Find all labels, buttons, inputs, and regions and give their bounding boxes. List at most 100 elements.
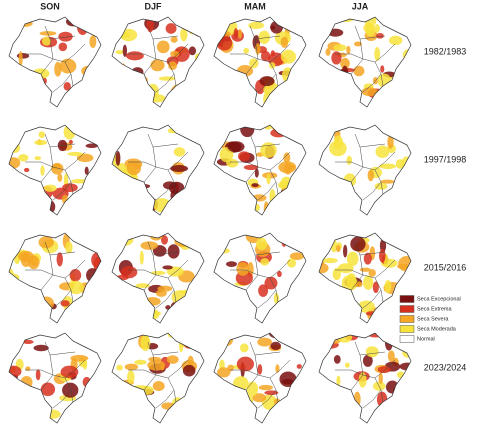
- drought-patch: [81, 23, 97, 29]
- drought-patch: [221, 295, 238, 301]
- drought-patch: [214, 131, 225, 142]
- drought-patch: [32, 68, 50, 79]
- drought-patch: [27, 87, 36, 97]
- drought-patch: [187, 355, 194, 367]
- brazil-map: [8, 124, 102, 216]
- drought-patch: [167, 244, 180, 259]
- drought-patch: [214, 73, 224, 86]
- legend-swatch: [399, 305, 415, 313]
- drought-patch: [41, 311, 51, 318]
- drought-patch: [63, 82, 71, 91]
- drought-patch: [34, 300, 44, 306]
- drought-patch: [57, 173, 63, 182]
- drought-patch: [280, 36, 289, 48]
- drought-patch: [379, 248, 386, 263]
- drought-patch: [18, 154, 29, 162]
- drought-patch: [282, 333, 288, 341]
- drought-patch: [365, 24, 376, 37]
- drought-patch: [385, 380, 399, 394]
- legend-swatch: [399, 295, 415, 303]
- drought-patch: [395, 17, 410, 26]
- drought-patch: [328, 300, 341, 312]
- drought-patch: [112, 184, 118, 191]
- drought-patch: [333, 135, 344, 150]
- drought-patch: [81, 85, 98, 101]
- drought-patch: [384, 335, 393, 351]
- drought-patch: [51, 162, 64, 175]
- drought-patch: [355, 281, 363, 288]
- drought-patch: [58, 31, 73, 42]
- drought-patch: [399, 76, 411, 84]
- drought-patch: [176, 404, 182, 415]
- brazil-map: [213, 332, 307, 424]
- drought-patch: [171, 397, 184, 414]
- drought-patch: [263, 125, 273, 130]
- drought-patch: [385, 298, 391, 305]
- drought-patch: [362, 354, 373, 367]
- drought-patch: [112, 23, 125, 30]
- brazil-map: [213, 232, 307, 324]
- drought-patch: [134, 359, 147, 365]
- drought-patch: [296, 364, 302, 369]
- drought-patch: [289, 252, 305, 260]
- drought-patch: [358, 300, 375, 313]
- drought-patch: [88, 389, 100, 401]
- drought-patch: [223, 196, 233, 208]
- drought-patch: [68, 139, 73, 145]
- drought-patch: [258, 284, 269, 297]
- drought-patch: [328, 386, 343, 398]
- drought-patch: [186, 72, 204, 78]
- drought-patch: [66, 206, 74, 211]
- drought-patch: [329, 412, 340, 418]
- drought-patch: [116, 364, 123, 371]
- drought-patch: [216, 19, 226, 28]
- drought-patch: [270, 20, 283, 34]
- drought-patch: [380, 91, 393, 103]
- drought-patch: [168, 61, 178, 71]
- drought-patch: [217, 367, 231, 378]
- drought-patch: [283, 152, 291, 164]
- drought-patch: [126, 89, 142, 98]
- drought-patch: [188, 78, 202, 92]
- drought-patch: [272, 308, 279, 313]
- drought-patch: [124, 363, 139, 371]
- map-grid: [8, 16, 412, 424]
- drought-patch: [225, 261, 238, 268]
- drought-patch: [236, 356, 255, 372]
- drought-patch: [269, 189, 276, 205]
- drought-patch: [258, 384, 273, 391]
- drought-patch: [353, 41, 363, 47]
- drought-patch: [287, 258, 297, 268]
- drought-patch: [85, 143, 99, 148]
- brazil-map: [318, 16, 412, 108]
- drought-patch: [162, 265, 173, 270]
- drought-patch: [344, 362, 350, 368]
- drought-patch: [195, 30, 202, 37]
- brazil-map: [111, 332, 205, 424]
- brazil-map: [8, 332, 102, 424]
- legend-swatch: [399, 325, 415, 333]
- drought-patch: [321, 279, 334, 295]
- drought-patch: [365, 346, 379, 358]
- drought-patch: [127, 75, 136, 82]
- drought-patch: [23, 167, 30, 173]
- drought-patch: [59, 58, 77, 74]
- drought-patch: [128, 188, 139, 205]
- drought-patch: [170, 36, 178, 43]
- drought-patch: [343, 244, 348, 258]
- drought-patch: [69, 268, 82, 282]
- drought-patch: [379, 308, 388, 315]
- drought-patch: [272, 91, 289, 98]
- row-label: 1982/1983: [424, 46, 467, 56]
- drought-patch: [242, 194, 256, 210]
- drought-patch: [89, 35, 97, 48]
- drought-patch: [170, 165, 189, 173]
- drought-patch: [78, 406, 87, 411]
- drought-patch: [364, 17, 377, 28]
- drought-patch: [363, 252, 372, 265]
- drought-patch: [374, 24, 380, 33]
- drought-patch: [218, 396, 229, 412]
- drought-patch: [22, 339, 34, 344]
